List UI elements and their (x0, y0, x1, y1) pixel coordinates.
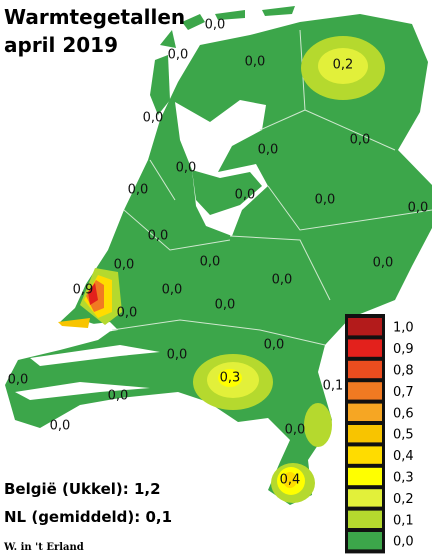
legend-label: 0,5 (393, 428, 414, 443)
value-label: 0,1 (323, 379, 344, 394)
legend-label: 1,0 (393, 321, 414, 336)
legend-label: 0,9 (393, 342, 414, 357)
value-label: 0,0 (215, 298, 236, 313)
legend-swatch (348, 510, 382, 528)
legend-swatch (348, 403, 382, 421)
value-label: 0,0 (200, 255, 221, 270)
title: Warmtegetallen (4, 5, 185, 29)
value-label: 0,0 (50, 419, 71, 434)
value-label: 0,0 (235, 188, 256, 203)
water (15, 100, 268, 400)
value-label: 0,0 (245, 55, 266, 70)
legend-swatch (348, 467, 382, 486)
subtitle: april 2019 (4, 33, 118, 57)
legend: 1,0 0,9 0,8 0,7 0,6 0,5 0,4 0,3 0,2 0,1 0,0 (345, 314, 414, 554)
borders (111, 29, 433, 346)
value-label: 0,0 (148, 229, 169, 244)
value-label: 0,0 (114, 258, 135, 273)
legend-swatch (348, 360, 382, 379)
value-label: 0,0 (176, 161, 197, 176)
value-label: 0,0 (285, 423, 306, 438)
legend-swatch (348, 532, 382, 550)
legend-label: 0,8 (393, 364, 414, 379)
legend-label: 0,0 (393, 535, 414, 550)
value-label: 0,0 (143, 111, 164, 126)
value-label: 0,0 (8, 373, 29, 388)
value-label: 0,2 (333, 58, 354, 73)
legend-swatch (348, 318, 382, 336)
value-label: 0,0 (373, 256, 394, 271)
legend-label: 0,3 (393, 471, 414, 486)
value-label: 0,0 (168, 48, 189, 63)
note: België (Ukkel): 1,2 (4, 480, 161, 498)
value-label: 0,9 (73, 283, 94, 298)
legend-swatch (348, 446, 382, 464)
note: NL (gemiddeld): 0,1 (4, 508, 172, 526)
value-label: 0,4 (280, 473, 301, 488)
heat-areas (58, 36, 385, 503)
legend-swatch (348, 382, 382, 400)
value-label: 0,0 (315, 193, 336, 208)
value-label: 0,0 (350, 133, 371, 148)
value-label: 0,3 (220, 371, 241, 386)
land (5, 6, 432, 505)
legend-label: 0,2 (393, 492, 414, 507)
value-label: 0,0 (117, 306, 138, 321)
legend-label: 0,7 (393, 385, 414, 400)
value-label: 0,0 (167, 348, 188, 363)
legend-label: 0,6 (393, 406, 414, 421)
legend-swatch (348, 339, 382, 357)
credit: W. in 't Erland (3, 542, 84, 553)
legend-swatch (348, 425, 382, 443)
legend-label: 0,4 (393, 449, 414, 464)
value-label: 0,0 (408, 201, 429, 216)
value-label: 0,0 (162, 283, 183, 298)
value-label: 0,0 (272, 273, 293, 288)
value-label: 0,0 (205, 18, 226, 33)
value-label: 0,0 (128, 183, 149, 198)
value-labels: 0,0 0,0 0,0 0,2 0,0 0,0 0,0 0,0 0,0 0,0 0,0 0,0 0,0 0… (8, 18, 429, 488)
value-label: 0,0 (108, 389, 129, 404)
legend-label: 0,1 (393, 513, 414, 528)
legend-swatch (348, 489, 382, 507)
value-label: 0,0 (264, 338, 285, 353)
value-label: 0,0 (258, 143, 279, 158)
